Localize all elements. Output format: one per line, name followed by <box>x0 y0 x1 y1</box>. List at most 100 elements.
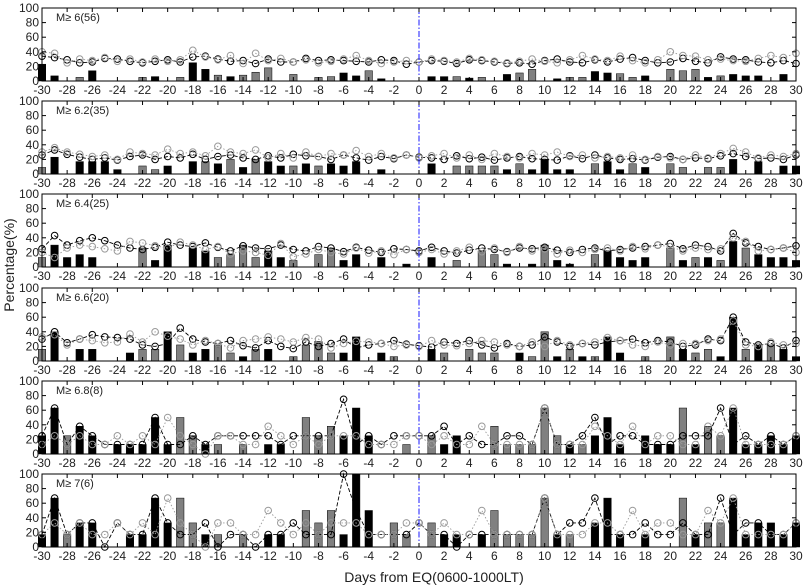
point-black <box>716 53 725 61</box>
point-black <box>113 241 122 249</box>
point-black <box>151 155 159 164</box>
point-black <box>440 422 448 431</box>
x-tick-label: 22 <box>689 176 703 190</box>
y-tick-label: 20 <box>26 59 40 73</box>
point-black <box>390 245 398 253</box>
point-black <box>628 530 637 539</box>
y-tick-label: 60 <box>26 310 40 324</box>
point-black <box>528 245 536 253</box>
point-gray <box>126 530 134 539</box>
point-black <box>226 247 235 255</box>
bar <box>729 74 738 82</box>
bar <box>201 69 210 82</box>
x-tick-label: -24 <box>109 269 127 283</box>
bar <box>678 260 687 268</box>
x-tick-label: -6 <box>338 363 349 377</box>
point-gray <box>452 247 461 255</box>
x-tick-label: -20 <box>159 269 177 283</box>
point-black <box>691 154 700 162</box>
point-gray <box>515 530 524 539</box>
series-line-gray <box>41 145 797 160</box>
point-gray <box>75 55 84 63</box>
point-black <box>327 339 335 348</box>
point-gray <box>390 342 398 351</box>
point-gray <box>302 250 310 258</box>
point-gray <box>138 58 147 66</box>
point-gray <box>327 149 335 158</box>
bar <box>477 77 486 82</box>
y-tick-label: 100 <box>19 187 39 201</box>
x-tick-label: 14 <box>588 549 602 563</box>
point-gray <box>666 48 675 56</box>
panel-label: M≥ 7(6) <box>56 478 94 490</box>
point-gray <box>289 338 298 346</box>
x-tick-label: -10 <box>285 549 303 563</box>
point-black <box>729 229 738 238</box>
point-gray <box>289 252 298 261</box>
point-gray <box>628 151 637 159</box>
point-black <box>553 246 562 254</box>
x-tick-label: -18 <box>184 176 202 190</box>
point-black <box>75 59 84 67</box>
point-black <box>352 506 361 515</box>
x-tick-label: 16 <box>613 176 627 190</box>
point-gray <box>50 253 59 262</box>
panel-label: M≥ 6.2(35) <box>56 105 109 117</box>
point-gray <box>729 494 738 502</box>
x-tick-label: 8 <box>516 269 523 283</box>
point-gray <box>654 56 662 64</box>
panel-label: M≥ 6.8(8) <box>56 385 103 397</box>
bar <box>276 165 285 175</box>
point-gray <box>540 57 549 66</box>
y-tick-label: 40 <box>26 511 40 525</box>
x-tick-label: -2 <box>389 269 400 283</box>
point-black <box>88 155 97 164</box>
point-gray <box>729 404 738 412</box>
y-tick-label: 20 <box>26 525 40 539</box>
x-tick-label: -18 <box>184 269 202 283</box>
point-black <box>264 530 273 539</box>
point-gray <box>741 341 750 349</box>
point-gray <box>779 244 788 252</box>
point-black <box>578 519 587 527</box>
point-black <box>101 236 109 245</box>
x-tick-label: 2 <box>441 176 448 190</box>
point-black <box>767 432 775 440</box>
point-gray <box>138 149 147 158</box>
point-black <box>729 313 738 322</box>
bar <box>201 161 210 175</box>
point-gray <box>578 440 587 449</box>
point-gray <box>176 519 184 527</box>
point-gray <box>490 440 499 449</box>
point-gray <box>126 148 134 156</box>
point-gray <box>402 519 411 527</box>
y-tick-label: 20 <box>26 432 40 446</box>
panel-label: M≥ 6(56) <box>56 12 100 24</box>
point-gray <box>138 338 147 346</box>
point-gray <box>616 440 624 449</box>
x-tick-label: 26 <box>739 269 753 283</box>
x-tick-label: 22 <box>689 83 703 97</box>
point-black <box>427 432 436 440</box>
point-gray <box>503 341 511 349</box>
point-gray <box>591 55 599 63</box>
x-tick-label: 12 <box>563 269 577 283</box>
point-gray <box>553 530 562 539</box>
x-tick-label: 20 <box>664 83 678 97</box>
point-gray <box>239 59 247 68</box>
point-gray <box>163 244 172 252</box>
point-gray <box>352 519 361 527</box>
point-gray <box>704 422 712 431</box>
bar <box>176 497 185 548</box>
point-gray <box>767 151 775 159</box>
point-gray <box>151 328 159 336</box>
bar <box>628 260 637 268</box>
point-gray <box>628 422 637 431</box>
x-tick-label: 26 <box>739 83 753 97</box>
point-black <box>779 155 788 164</box>
x-tick-label: 20 <box>664 549 678 563</box>
point-gray <box>704 56 712 64</box>
point-gray <box>566 246 574 254</box>
point-gray <box>264 154 273 162</box>
